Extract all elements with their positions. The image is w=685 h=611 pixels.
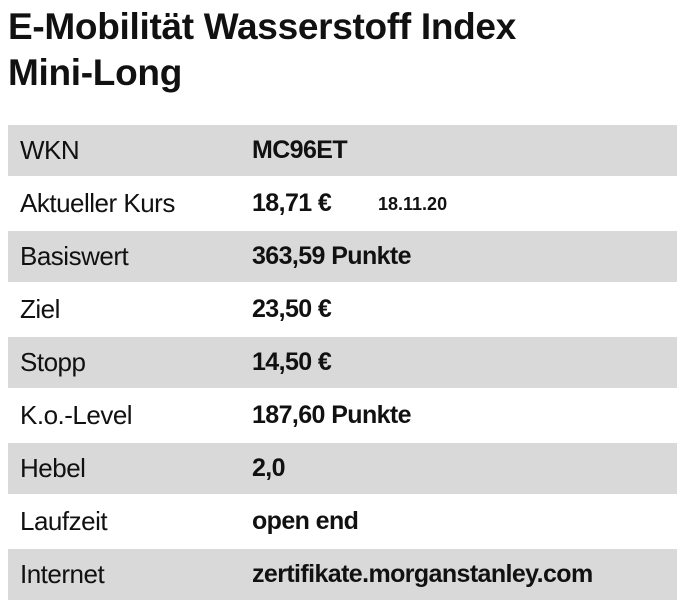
table-row: Ziel 23,50 € xyxy=(8,284,677,335)
row-label: Internet xyxy=(20,559,105,589)
row-value: MC96ET xyxy=(252,136,348,164)
table-row: K.o.-Level 187,60 Punkte xyxy=(8,390,677,441)
row-value: 14,50 € xyxy=(252,348,332,376)
row-label: Hebel xyxy=(20,453,86,483)
row-label: Laufzeit xyxy=(20,506,108,536)
row-value: 23,50 € xyxy=(252,295,332,323)
table-row: WKN MC96ET xyxy=(8,125,677,176)
row-date: 18.11.20 xyxy=(378,194,448,214)
table-row: Aktueller Kurs 18,71 € 18.11.20 xyxy=(8,178,677,229)
table-row: Internet zertifikate.morganstanley.com xyxy=(8,549,677,600)
row-label: Stopp xyxy=(20,347,86,377)
row-label: K.o.-Level xyxy=(20,400,133,430)
row-label: Ziel xyxy=(20,294,60,324)
table-row: Basiswert 363,59 Punkte xyxy=(8,231,677,282)
row-value: 2,0 xyxy=(252,454,286,482)
table-row: Stopp 14,50 € xyxy=(8,337,677,388)
title: E-Mobilität Wasserstoff Index Mini-Long xyxy=(8,4,678,96)
row-value: zertifikate.morganstanley.com xyxy=(252,560,593,588)
row-value: 363,59 Punkte xyxy=(252,242,412,270)
row-value: 187,60 Punkte xyxy=(252,401,412,429)
row-value: 18,71 € xyxy=(252,189,332,217)
data-table: WKN MC96ET Aktueller Kurs 18,71 € 18.11.20 Ba… xyxy=(8,125,677,602)
row-value: open end xyxy=(252,507,359,535)
table-row: Hebel 2,0 xyxy=(8,443,677,494)
row-label: Basiswert xyxy=(20,241,129,271)
row-label: WKN xyxy=(20,135,80,165)
title-line: E-Mobilität Wasserstoff Index xyxy=(8,6,516,47)
title-line: Mini-Long xyxy=(8,52,183,93)
table-row: Laufzeit open end xyxy=(8,496,677,547)
row-label: Aktueller Kurs xyxy=(20,188,175,218)
